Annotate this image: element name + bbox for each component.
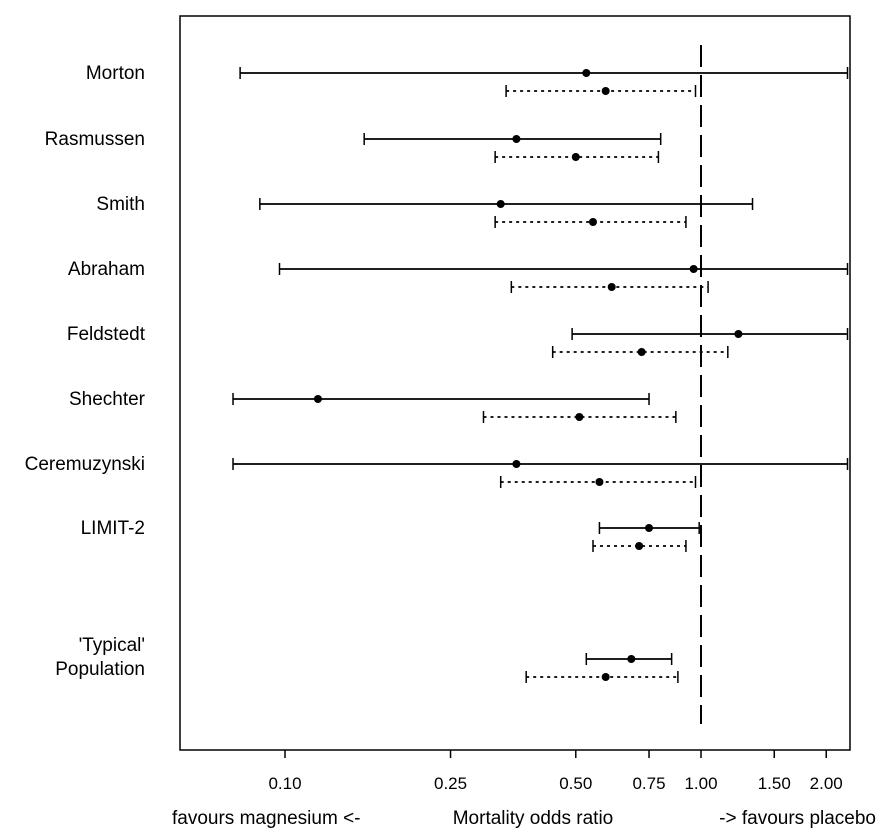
study-label: Morton	[86, 63, 145, 84]
x-tick-label: 0.50	[559, 774, 592, 793]
solid-point-estimate	[582, 69, 591, 77]
dotted-point-estimate	[601, 673, 610, 681]
solid-point-estimate	[313, 395, 322, 403]
study-label: LIMIT-2	[81, 518, 145, 539]
x-tick-label: 0.25	[434, 774, 467, 793]
study-label: Ceremuzynski	[25, 454, 145, 475]
study-label: Rasmussen	[45, 129, 145, 150]
x-tick-label: 1.00	[684, 774, 717, 793]
study-rows: Morton Rasmussen Smith Abraham Feldstedt Shec…	[25, 63, 849, 683]
study-label: Feldstedt	[67, 324, 146, 345]
solid-point-estimate	[689, 265, 698, 273]
solid-point-estimate	[496, 200, 505, 208]
dotted-point-estimate	[607, 283, 616, 291]
dotted-point-estimate	[637, 348, 646, 356]
x-tick-label: 0.75	[632, 774, 665, 793]
solid-point-estimate	[645, 524, 654, 532]
dotted-point-estimate	[575, 413, 584, 421]
solid-point-estimate	[734, 330, 743, 338]
study-label: Abraham	[68, 259, 145, 280]
x-tick-label: 1.50	[758, 774, 791, 793]
dotted-point-estimate	[601, 87, 610, 95]
dotted-point-estimate	[571, 153, 580, 161]
x-label-center: Mortality odds ratio	[453, 808, 614, 829]
x-label-left: favours magnesium <-	[172, 808, 361, 829]
x-tick-label: 2.00	[810, 774, 843, 793]
dotted-point-estimate	[595, 478, 604, 486]
solid-point-estimate	[512, 135, 521, 143]
solid-point-estimate	[512, 460, 521, 468]
study-label: 'Typical'	[79, 635, 145, 656]
study-label: Population	[55, 659, 145, 680]
dotted-point-estimate	[588, 218, 597, 226]
x-tick-label: 0.10	[268, 774, 301, 793]
study-label: Shechter	[69, 389, 146, 410]
solid-point-estimate	[627, 655, 636, 663]
plot-frame	[179, 15, 851, 751]
x-axis: 0.10 0.25 0.50 0.75 1.00 1.50 2.00	[268, 750, 843, 793]
x-label-right: -> favours placebo	[719, 808, 876, 829]
study-label: Smith	[96, 194, 145, 215]
dotted-point-estimate	[635, 542, 644, 550]
